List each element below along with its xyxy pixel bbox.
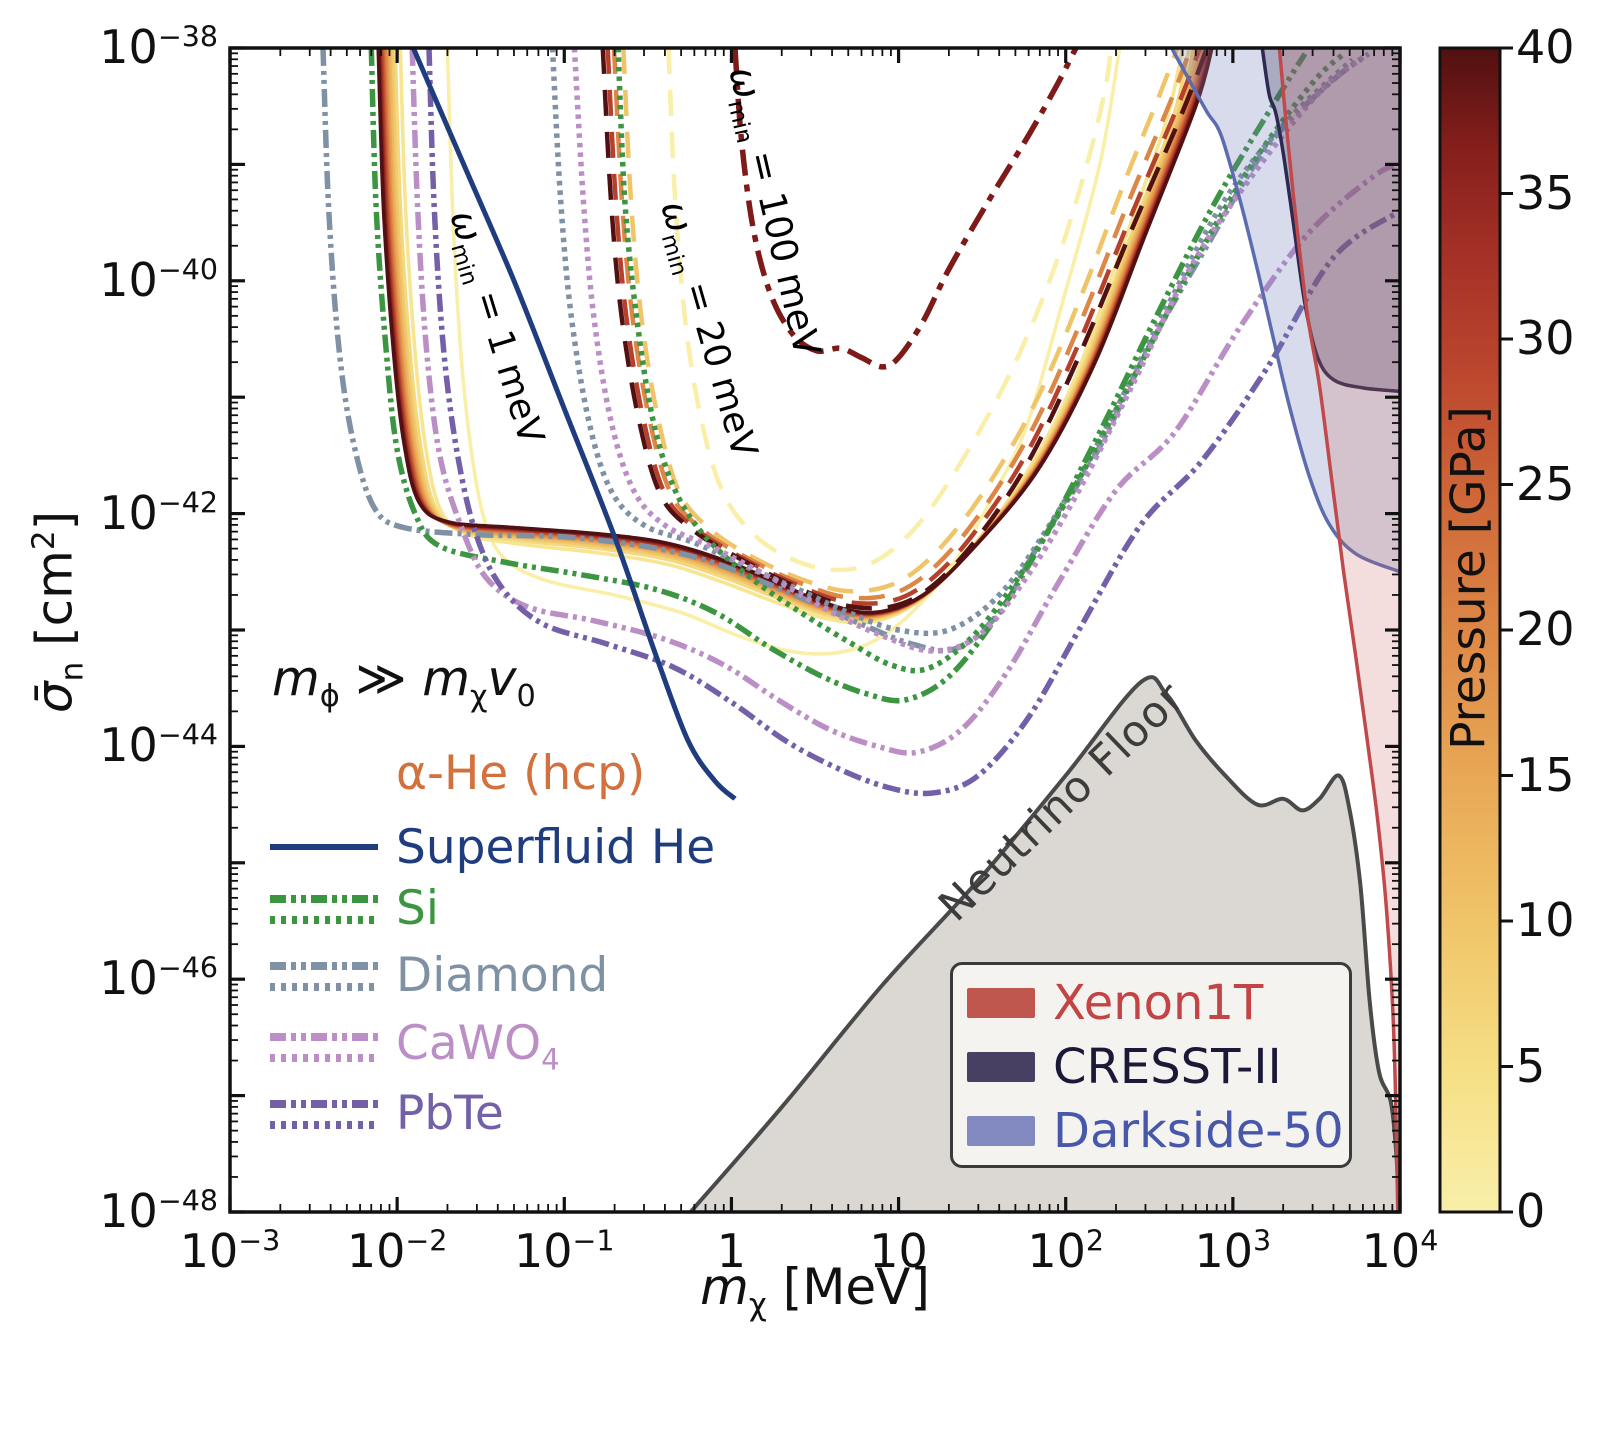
colorbar-tick-label: 0	[1516, 1184, 1546, 1238]
colorbar-tick-label: 25	[1516, 456, 1575, 511]
legend-item-si: Si	[268, 878, 439, 938]
legend-item-xenon1t: Xenon1T	[967, 975, 1263, 1031]
materials-legend-title: mϕ ≫ mχv0	[272, 650, 536, 714]
colorbar-tick-label: 15	[1516, 747, 1575, 802]
x-axis-label: mχ [MeV]	[700, 1258, 930, 1323]
x-tick-label: 10−1	[513, 1224, 615, 1278]
x-tick-label: 1	[716, 1224, 747, 1278]
legend-item-alpha-he: α-He (hcp)	[268, 743, 645, 803]
curve-superfluid-he	[411, 48, 737, 801]
boundary-darkside-50	[1170, 48, 1400, 574]
legend-item-pbte: PbTe	[268, 1083, 504, 1143]
band-line	[666, 48, 1115, 573]
colorbar	[1440, 48, 1500, 1212]
colorbar-tick-label: 35	[1516, 165, 1575, 220]
colorbar-tick-label: 5	[1516, 1038, 1546, 1093]
axis-ticks	[228, 46, 1402, 1214]
boundary-neutrino-floor	[689, 675, 1400, 1212]
y-tick-label: 10−38	[99, 20, 218, 74]
legend-label-si: Si	[396, 880, 439, 936]
legend-item-diamond: Diamond	[268, 945, 608, 1005]
legend-item-superfluid-he: Superfluid He	[268, 817, 715, 877]
legend-label-diamond: Diamond	[396, 947, 609, 1003]
y-tick-label: 10−48	[99, 1184, 218, 1238]
legend-label-superfluid-he: Superfluid He	[396, 819, 716, 875]
legend-swatch-cresst-ii	[967, 1052, 1035, 1082]
legend-label-cresst-ii: CRESST-II	[1053, 1039, 1282, 1095]
region-darkside-50	[1171, 48, 1400, 572]
legend-swatch-si	[270, 895, 378, 924]
x-tick-label: 102	[1027, 1224, 1105, 1278]
band-line	[393, 48, 1192, 623]
x-tick-label: 103	[1194, 1224, 1272, 1278]
x-tick-label: 10−2	[346, 1224, 448, 1278]
curve-pbte-omega-min-1-mev	[426, 48, 1400, 797]
legend-item-cawo4: CaWO4	[268, 1016, 560, 1076]
region-cresst-ii	[1262, 48, 1400, 392]
curve-diamond-omega-min-20-mev	[549, 48, 1355, 637]
curve-alpha-he-omega-min-100-mev	[732, 48, 1079, 370]
legend-label-darkside-50: Darkside-50	[1053, 1103, 1344, 1159]
curve-si-omega-min-1-mev	[368, 48, 1308, 704]
legend-swatch-alpha-he	[270, 751, 378, 793]
legend-swatch-xenon1t	[967, 988, 1035, 1018]
colorbar-tick-label: 40	[1516, 20, 1575, 74]
experiments-legend: Xenon1T CRESST-II Darkside-50	[950, 962, 1352, 1168]
legend-item-cresst-ii: CRESST-II	[967, 1039, 1282, 1095]
curve-cawo4-omega-min-20-mev	[571, 48, 1365, 654]
region-xenon1t	[1279, 48, 1400, 1212]
x-tick-label: 10−3	[179, 1224, 281, 1278]
band-line	[600, 48, 1210, 611]
legend-label-alpha-he: α-He (hcp)	[396, 745, 646, 801]
band-line	[611, 48, 1193, 601]
legend-label-cawo4: CaWO4	[396, 1015, 560, 1077]
legend-label-pbte: PbTe	[396, 1085, 504, 1141]
legend-item-darkside-50: Darkside-50	[967, 1103, 1344, 1159]
band-line	[605, 48, 1203, 606]
boundary-xenon1t	[1277, 48, 1400, 1212]
colorbar-label: Pressure [GPa]	[1441, 406, 1497, 750]
legend-swatch-pbte	[270, 1100, 378, 1129]
y-tick-label: 10−40	[99, 252, 218, 307]
legend-swatch-superfluid-he	[270, 844, 378, 850]
y-tick-label: 10−44	[99, 718, 218, 773]
band-line	[398, 48, 1185, 625]
colorbar-tick-label: 30	[1516, 311, 1575, 365]
y-tick-label: 10−46	[99, 951, 218, 1006]
boundary-cresst-ii	[1260, 48, 1400, 394]
legend-swatch-cawo4	[270, 1033, 378, 1062]
y-axis-label: σ̄n [cm2]	[25, 510, 91, 714]
band-line	[445, 48, 1122, 656]
legend-swatch-diamond	[270, 962, 378, 991]
colorbar-tick-label: 20	[1516, 602, 1575, 656]
x-tick-label: 104	[1361, 1224, 1439, 1278]
curve-cawo4-omega-min-1-mev	[409, 48, 1400, 756]
y-tick-label: 10−42	[99, 485, 218, 540]
colorbar-tick-label: 10	[1516, 893, 1575, 947]
x-tick-label: 10	[869, 1224, 928, 1278]
band-line	[621, 48, 1180, 594]
legend-label-xenon1t: Xenon1T	[1053, 975, 1264, 1031]
legend-swatch-darkside-50	[967, 1116, 1035, 1146]
